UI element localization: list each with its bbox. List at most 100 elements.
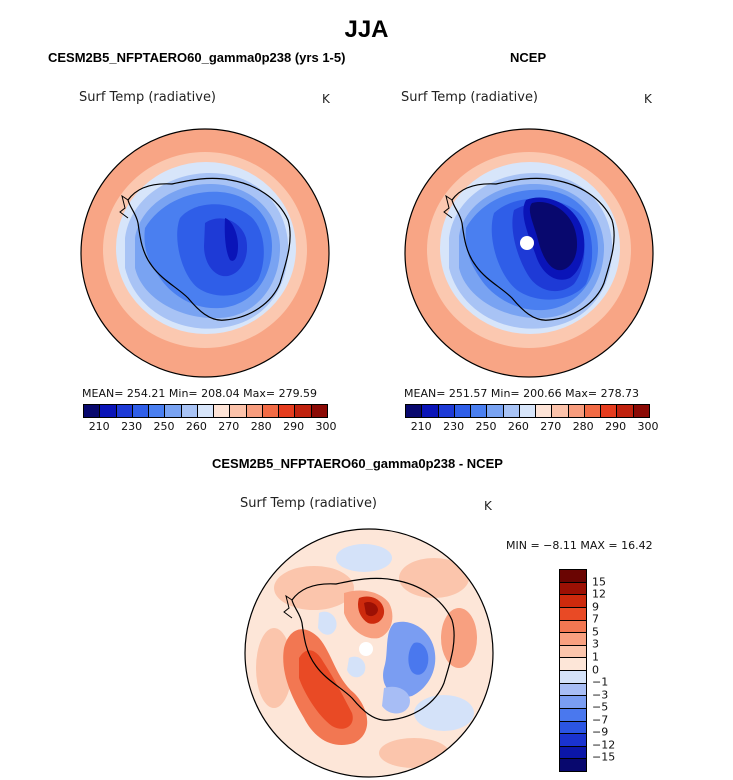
model-stats: MEAN= 254.21 Min= 208.04 Max= 279.59 [82,387,318,400]
colorbar-swatch [617,405,634,417]
colorbar-swatch [536,405,553,417]
colorbar-swatch [560,671,586,684]
diff-colorbar-ticks: 15 12 9 7 5 3 1 0 −1 −3 −5 −7 −9 −12 −15 [592,569,632,770]
colorbar-swatch [560,721,586,735]
colorbar-swatch [84,405,101,417]
diff-polar-map [244,528,494,778]
ncep-units-label: K [644,92,652,106]
model-units-label: K [322,92,330,106]
colorbar-swatch [560,708,586,722]
ncep-antarctica-coastline [451,177,615,321]
colorbar-swatch [601,405,618,417]
colorbar-swatch [471,405,488,417]
colorbar-swatch [262,405,280,417]
diff-variable-label: Surf Temp (radiative) [240,496,378,511]
colorbar-tick-label: −3 [592,688,609,702]
colorbar-tick-label: 280 [572,420,594,433]
colorbar-tick-label: 300 [315,420,337,433]
diff-patch [274,566,354,610]
colorbar-tick-label: 270 [218,420,240,433]
colorbar-tick-label: 3 [592,637,599,651]
colorbar-tick-label: 250 [153,420,175,433]
colorbar-tick-label: 290 [283,420,305,433]
colorbar-tick-label: 210 [88,420,110,433]
ncep-colorbar-ticks: 210 230 250 260 270 280 290 300 [405,420,659,434]
diff-patch-cool-core [408,642,429,675]
colorbar-tick-label: 250 [475,420,497,433]
ncep-variable-label: Surf Temp (radiative) [401,90,539,105]
colorbar-swatch [519,405,537,417]
colorbar-swatch [560,658,586,671]
colorbar-tick-label: 270 [540,420,562,433]
colorbar-swatch [487,405,504,417]
ncep-peninsula-coast [443,194,453,219]
diff-patch [399,558,469,598]
colorbar-swatch [560,734,586,747]
ncep-panel-title: NCEP [510,50,547,65]
diff-stats: MIN = −8.11 MAX = 16.42 [506,539,653,552]
diff-colorbar [559,569,587,772]
colorbar-swatch [560,696,586,709]
diff-patch [347,656,366,678]
colorbar-swatch [311,405,327,417]
colorbar-tick-label: 300 [637,420,659,433]
diff-antarctica-coastline [291,577,455,721]
colorbar-swatch [132,405,150,417]
ncep-polar-map [404,128,654,378]
colorbar-swatch [214,405,231,417]
colorbar-swatch [560,595,586,608]
main-title: JJA [344,16,389,43]
diff-units-label: K [484,499,492,513]
colorbar-tick-label: 230 [121,420,143,433]
colorbar-tick-label: 260 [185,420,207,433]
colorbar-swatch [149,405,166,417]
colorbar-swatch [560,759,586,771]
colorbar-swatch [560,633,586,646]
colorbar-tick-label: −5 [592,700,609,714]
model-colorbar [83,404,328,418]
colorbar-swatch [560,582,586,596]
diff-patch [379,738,449,768]
colorbar-swatch [230,405,247,417]
colorbar-tick-label: 5 [592,625,599,639]
colorbar-tick-label: 230 [443,420,465,433]
colorbar-swatch [279,405,296,417]
colorbar-tick-label: −1 [592,675,609,689]
colorbar-swatch [560,620,586,634]
colorbar-swatch [197,405,215,417]
diff-patch-warm-west-core [299,650,353,729]
colorbar-swatch [406,405,423,417]
ncep-colorbar [405,404,650,418]
diff-peninsula-coast [283,594,293,619]
colorbar-swatch [552,405,569,417]
colorbar-swatch [560,607,586,621]
model-field-band-7 [204,218,248,277]
colorbar-swatch [454,405,472,417]
colorbar-swatch [560,645,586,659]
colorbar-tick-label: 7 [592,612,599,626]
colorbar-tick-label: 0 [592,663,599,676]
colorbar-tick-label: −12 [592,738,616,752]
colorbar-swatch [181,405,198,417]
colorbar-swatch [165,405,182,417]
colorbar-swatch [560,683,586,697]
diff-patch [256,628,292,708]
diff-patch [441,608,477,668]
model-colorbar-ticks: 210 230 250 260 270 280 290 300 [83,420,337,434]
model-antarctica-coastline [127,177,291,321]
colorbar-tick-label: 260 [507,420,529,433]
colorbar-tick-label: 12 [592,587,606,601]
diff-panel-title: CESM2B5_NFPTAERO60_gamma0p238 - NCEP [212,456,503,471]
colorbar-swatch [633,405,649,417]
ncep-field-core [529,201,578,271]
colorbar-swatch [295,405,312,417]
colorbar-tick-label: −9 [592,725,609,739]
colorbar-tick-label: 280 [250,420,272,433]
colorbar-swatch [568,405,585,417]
diff-patch [336,544,392,572]
diff-patch [382,686,410,714]
diff-patch-max [364,601,378,617]
model-polar-map [80,128,330,378]
model-variable-label: Surf Temp (radiative) [79,90,217,105]
colorbar-swatch [584,405,602,417]
